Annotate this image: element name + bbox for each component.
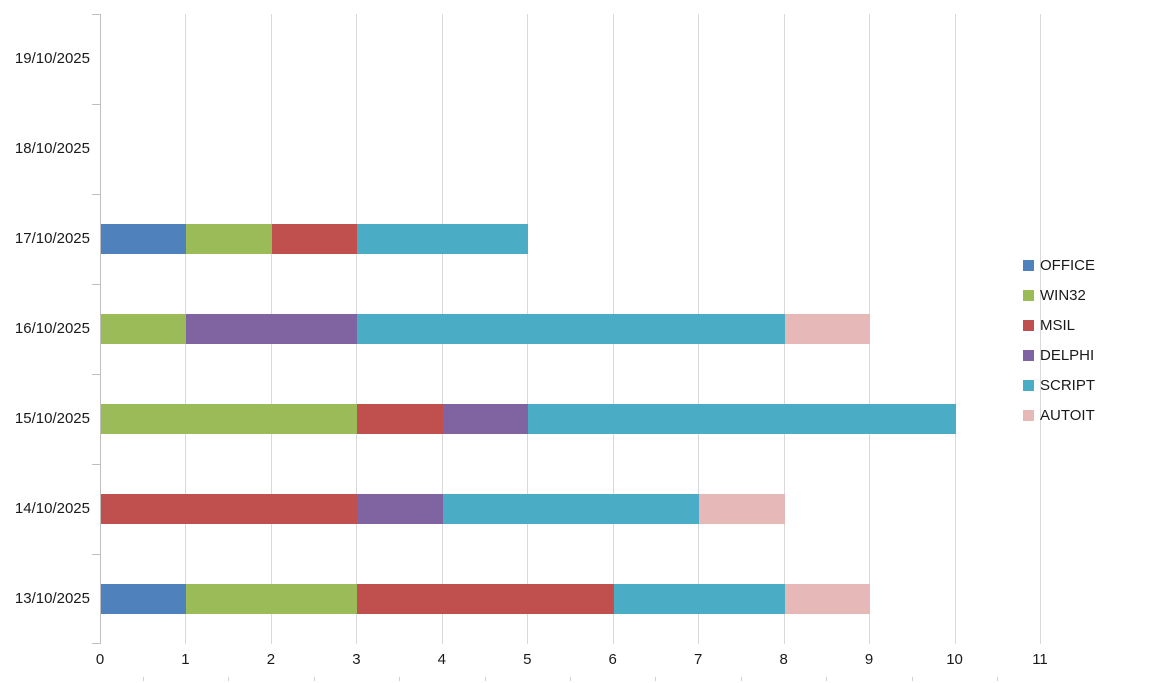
minor-tick: [570, 677, 571, 681]
y-axis-tick: [92, 14, 101, 15]
bar-segment-delphi[interactable]: [357, 494, 443, 524]
y-axis-label: 19/10/2025: [14, 50, 90, 67]
script-swatch-icon: [1023, 379, 1034, 391]
legend-label: DELPHI: [1040, 346, 1095, 364]
legend-item-msil[interactable]: MSIL: [1023, 316, 1095, 334]
bar-segment-script[interactable]: [528, 404, 956, 434]
x-axis-label: 8: [779, 651, 788, 668]
autoit-swatch-icon: [1023, 409, 1034, 421]
bar-segment-autoit[interactable]: [699, 494, 785, 524]
x-axis-label: 2: [266, 651, 276, 668]
legend-label: OFFICE: [1040, 256, 1095, 274]
x-axis-label: 6: [608, 651, 617, 668]
x-axis-label: 11: [1032, 651, 1048, 668]
x-axis-label: 5: [523, 651, 532, 668]
minor-tick: [399, 677, 401, 681]
minor-tick: [313, 677, 315, 681]
y-axis-tick: [92, 643, 101, 644]
delphi-swatch-icon: [1023, 349, 1034, 361]
bar-segment-autoit[interactable]: [784, 584, 871, 614]
minor-tick: [484, 677, 486, 681]
y-axis-label: 17/10/2025: [14, 230, 90, 247]
minor-tick: [228, 677, 230, 681]
x-axis-label: 3: [352, 651, 361, 668]
bar-segment-msil[interactable]: [271, 224, 358, 254]
bar-segment-msil[interactable]: [101, 494, 358, 524]
y-axis-label: 14/10/2025: [14, 500, 90, 517]
legend-label: AUTOIT: [1040, 406, 1095, 424]
bar-segment-win32[interactable]: [186, 584, 358, 614]
legend-item-autoit[interactable]: AUTOIT: [1023, 406, 1095, 424]
bar-segment-script[interactable]: [357, 314, 785, 344]
y-axis-label: 18/10/2025: [14, 140, 90, 157]
x-axis-label: 7: [694, 651, 703, 668]
minor-tick: [911, 677, 913, 681]
bar-segment-office[interactable]: [101, 584, 187, 614]
bar-segment-win32[interactable]: [101, 404, 358, 434]
y-axis-tick: [92, 464, 101, 465]
bar-segment-script[interactable]: [357, 224, 529, 254]
minor-tick: [997, 677, 999, 681]
minor-tick: [826, 677, 828, 681]
bar-segment-office[interactable]: [101, 224, 187, 254]
bar-segment-win32[interactable]: [101, 314, 187, 344]
y-axis-tick: [92, 554, 101, 555]
legend-item-delphi[interactable]: DELPHI: [1023, 346, 1095, 364]
y-axis-label: 13/10/2025: [14, 590, 90, 607]
y-axis-tick: [92, 284, 101, 285]
bar-segment-script[interactable]: [442, 494, 700, 524]
y-axis-label: 15/10/2025: [14, 410, 90, 427]
bar-segment-msil[interactable]: [357, 584, 614, 614]
minor-tick: [655, 677, 657, 681]
minor-tick: [740, 677, 742, 681]
legend-item-office[interactable]: OFFICE: [1023, 256, 1095, 274]
legend-label: SCRIPT: [1040, 376, 1096, 394]
minor-tick: [142, 677, 144, 681]
gridline: [954, 14, 956, 644]
plot-area: [92, 14, 1041, 644]
legend-item-win32[interactable]: WIN32: [1023, 286, 1095, 304]
y-axis-tick: [92, 104, 101, 105]
legend-item-script[interactable]: SCRIPT: [1023, 376, 1096, 394]
bar-segment-autoit[interactable]: [784, 314, 871, 344]
x-axis-label: 4: [437, 651, 446, 668]
bar-segment-win32[interactable]: [186, 224, 272, 254]
bar-segment-delphi[interactable]: [442, 404, 529, 434]
x-axis-label: 1: [181, 651, 190, 668]
msil-swatch-icon: [1023, 319, 1034, 331]
legend: OFFICE WIN32 MSIL DELPHI SCRIPT AUTOIT: [1023, 256, 1096, 424]
y-axis-label: 16/10/2025: [14, 320, 90, 337]
win32-swatch-icon: [1023, 289, 1034, 301]
y-axis-tick: [92, 194, 101, 195]
x-axis-label: 9: [864, 651, 874, 668]
bar-segment-msil[interactable]: [357, 404, 443, 434]
legend-label: MSIL: [1040, 316, 1076, 334]
x-axis-label: 0: [95, 651, 105, 668]
gridline: [1040, 14, 1041, 644]
bar-segment-script[interactable]: [613, 584, 785, 614]
x-axis-label: 10: [946, 651, 963, 668]
legend-label: WIN32: [1040, 286, 1086, 304]
office-swatch-icon: [1023, 259, 1034, 271]
y-axis-tick: [92, 374, 101, 375]
bar-segment-delphi[interactable]: [186, 314, 358, 344]
